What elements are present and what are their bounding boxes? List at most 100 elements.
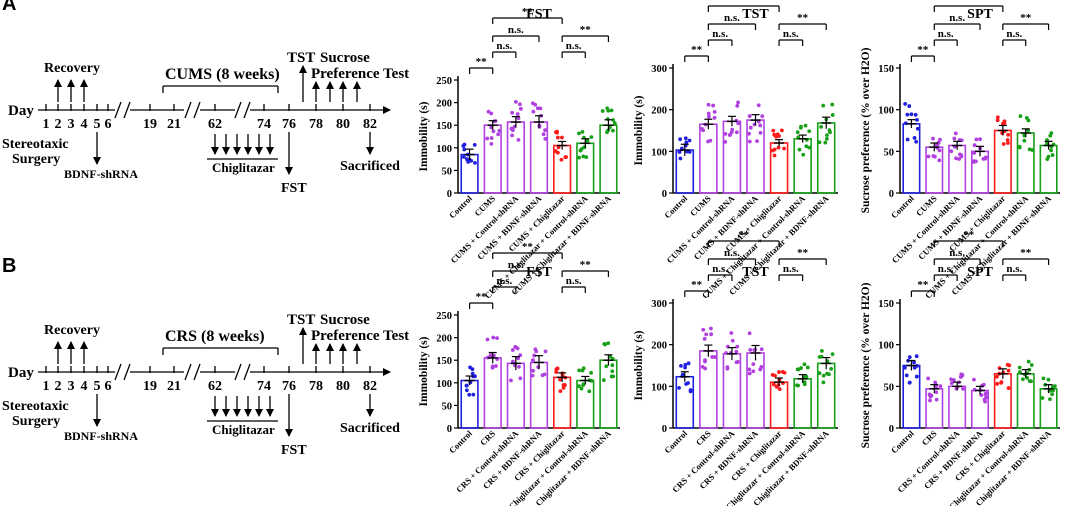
data-point [577,155,581,160]
data-point [542,372,547,377]
day-number: 78 [309,117,323,132]
data-point [995,118,1000,123]
day-number: 62 [208,117,222,132]
data-point [905,112,910,117]
data-point [713,355,717,359]
data-point [555,150,560,155]
data-point [517,364,521,369]
data-point [467,392,472,397]
timeline-break-mark [234,363,242,381]
data-point [610,369,615,374]
data-point [706,114,711,119]
x-tick-label: CRS [920,428,939,447]
data-point [602,341,607,346]
data-point [543,349,548,354]
data-point [1050,392,1054,397]
ns-label: n.s. [724,247,740,259]
data-point [825,371,829,376]
data-point [821,373,826,378]
data-point [971,159,976,164]
significance-stars: ** [580,24,592,36]
data-point [511,359,515,364]
data-point [949,381,954,386]
data-point [611,118,616,122]
y-tick-label: 0 [662,424,667,435]
data-point [609,108,614,113]
significance-stars: ** [476,291,488,303]
fst-label: FST [281,443,307,458]
data-point [736,121,741,126]
significance-stars: ** [963,0,975,6]
data-point [518,102,522,107]
data-point [461,155,466,159]
data-point [829,367,834,371]
data-point [1002,121,1007,126]
timeline-break-mark [193,101,201,119]
significance-stars: ** [738,0,750,6]
data-point [774,384,779,389]
data-point [677,385,681,390]
data-point [530,358,535,363]
data-point [954,156,958,161]
day-number: 82 [363,379,377,394]
data-point [1050,153,1055,157]
ns-label: n.s. [712,263,728,275]
data-point [1026,359,1031,364]
data-point [1017,370,1022,374]
data-point [819,349,824,353]
day-label: Day [8,365,34,381]
day-number: 6 [105,379,112,394]
day-number: 5 [94,379,101,394]
significance-stars: ** [691,279,703,291]
y-tick-label: 150 [878,299,894,310]
data-point [1029,363,1034,367]
data-point [782,370,787,375]
data-point [470,371,475,376]
data-point [680,372,685,377]
data-point [1017,365,1022,370]
y-tick-label: 50 [442,166,453,177]
bar [925,146,944,194]
bdnf-label: BDNF-shRNA [64,167,138,181]
data-point [700,126,704,131]
day-number: 2 [55,379,62,394]
data-point [915,117,919,122]
data-point [972,143,977,148]
day-number: 19 [143,117,157,132]
data-point [461,144,466,148]
y-axis-label: Immobility (s) [633,330,645,400]
significance-stars: ** [580,259,592,271]
data-point [541,132,546,137]
ns-label: n.s. [1006,263,1022,275]
data-point [796,383,801,388]
data-point [938,137,942,142]
data-point [937,148,942,153]
data-point [747,367,752,372]
data-point [711,103,716,108]
data-point [577,384,581,389]
bar [506,121,525,194]
y-tick-label: 250 [436,76,452,87]
data-point [830,102,835,107]
day-number: 78 [309,379,323,394]
chart-title: TST [742,265,769,280]
y-tick-label: 50 [884,382,895,393]
data-point [903,102,908,106]
panel-label: B [2,255,16,277]
data-point [1041,376,1046,381]
data-point [709,326,713,331]
y-axis-label: Immobility (s) [418,101,430,171]
bar [699,350,718,429]
data-point [777,370,781,374]
data-point [931,136,935,141]
data-point [678,156,683,161]
ns-label: n.s. [496,275,512,287]
timeline-break-mark [114,363,122,381]
data-point [706,111,711,116]
data-point [712,109,717,114]
data-point [730,338,735,343]
data-point [687,138,692,143]
data-point [531,368,535,373]
stereotaxic-label: Stereotaxic [2,399,69,414]
significance-stars: ** [691,44,703,56]
